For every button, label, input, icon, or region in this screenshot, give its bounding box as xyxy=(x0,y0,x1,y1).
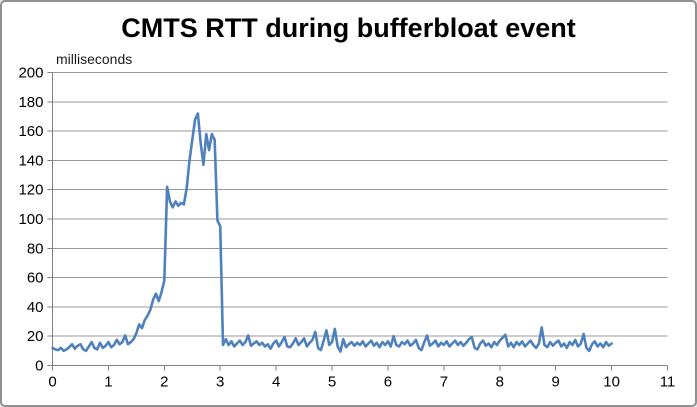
rtt-line xyxy=(51,112,613,353)
x-tick-label: 3 xyxy=(216,374,224,391)
x-tick-label: 1 xyxy=(104,374,112,391)
y-tick-label: 40 xyxy=(27,299,44,316)
y-tick-label: 120 xyxy=(18,182,43,199)
y-tick-label: 20 xyxy=(27,328,44,345)
y-tick-label: 100 xyxy=(18,211,43,228)
x-tick-label: 5 xyxy=(328,374,336,391)
x-tick-label: 11 xyxy=(660,374,676,391)
y-tick-label: 80 xyxy=(27,240,44,257)
chart-title: CMTS RTT during bufferbloat event xyxy=(121,13,576,43)
x-tick-label: 9 xyxy=(552,374,560,391)
x-tick-label: 8 xyxy=(496,374,504,391)
y-tick-label: 180 xyxy=(18,94,43,111)
y-tick-label: 160 xyxy=(18,123,43,140)
y-tick-label: 140 xyxy=(18,152,43,169)
y-tick-label: 0 xyxy=(35,358,43,375)
x-tick-label: 0 xyxy=(48,374,56,391)
x-tick-label: 2 xyxy=(160,374,168,391)
x-tick-label: 4 xyxy=(272,374,280,391)
x-tick-label: 6 xyxy=(384,374,392,391)
y-axis-unit-label: milliseconds xyxy=(56,51,133,67)
y-tick-label: 200 xyxy=(18,65,43,82)
x-tick-label: 10 xyxy=(603,374,620,391)
y-tick-label: 60 xyxy=(27,270,44,287)
x-tick-label: 7 xyxy=(440,374,448,391)
